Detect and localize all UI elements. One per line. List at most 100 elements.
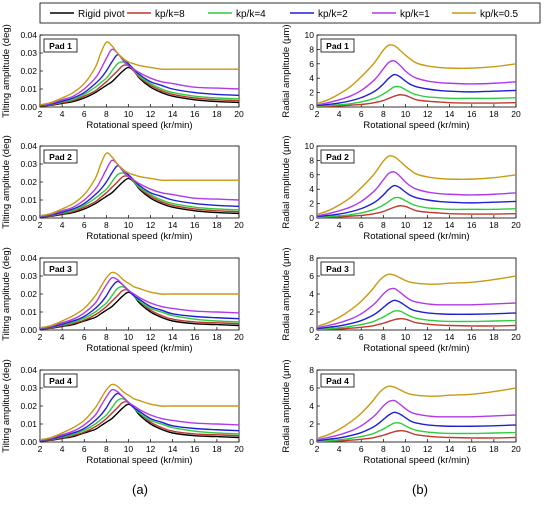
x-axis-label: Rotational speed (kr/min) — [86, 343, 192, 354]
x-tick-label: 16 — [467, 444, 477, 454]
y-tick-label: 0.00 — [20, 102, 37, 112]
y-tick-label: 8 — [309, 365, 314, 375]
x-tick-label: 6 — [359, 444, 364, 454]
series-line — [40, 401, 239, 442]
y-axis-label: Tilting amplitude (deg) — [1, 135, 12, 229]
legend-label: kp/k=4 — [236, 9, 266, 20]
series-line — [40, 64, 239, 107]
legend-label: kp/k=2 — [318, 9, 348, 20]
x-tick-label: 16 — [190, 444, 200, 454]
pad-tag: Pad 1 — [49, 41, 72, 51]
legend-label: Rigid pivot — [78, 9, 125, 20]
y-tick-label: 2 — [309, 419, 314, 429]
series-line — [40, 289, 239, 330]
y-tick-label: 10 — [305, 141, 315, 151]
y-tick-label: 10 — [305, 30, 315, 40]
series-line — [317, 422, 516, 442]
x-tick-label: 18 — [489, 444, 499, 454]
series-line — [40, 41, 239, 106]
x-tick-label: 20 — [234, 444, 244, 454]
pad-tag-box — [320, 149, 355, 164]
pad-tag-box — [320, 261, 355, 276]
x-tick-label: 4 — [337, 109, 342, 119]
pad-tag-box — [43, 261, 78, 276]
x-tick-label: 8 — [381, 444, 386, 454]
plot-frame — [316, 34, 517, 108]
pad-tag: Pad 2 — [326, 152, 349, 162]
legend-label: kp/k=1 — [400, 9, 430, 20]
x-tick-label: 2 — [315, 109, 320, 119]
y-tick-label: 0.03 — [20, 383, 37, 393]
x-tick-label: 10 — [401, 444, 411, 454]
series-group — [40, 152, 239, 218]
series-group — [317, 44, 516, 107]
series-line — [317, 399, 516, 441]
x-tick-label: 20 — [234, 332, 244, 342]
x-tick-label: 6 — [82, 332, 87, 342]
series-group — [317, 385, 516, 442]
y-tick-label: 2 — [309, 307, 314, 317]
y-axis-label: Radial amplitude (μm) — [281, 135, 292, 228]
x-tick-label: 18 — [489, 332, 499, 342]
x-tick-label: 20 — [511, 220, 521, 230]
series-line — [317, 299, 516, 330]
x-tick-label: 14 — [168, 109, 178, 119]
y-tick-label: 0.00 — [20, 437, 37, 447]
x-tick-label: 16 — [467, 332, 477, 342]
x-tick-label: 2 — [315, 220, 320, 230]
pad-tag-box — [43, 149, 78, 164]
pad-tag: Pad 1 — [326, 41, 349, 51]
y-tick-label: 0.02 — [20, 289, 37, 299]
x-tick-label: 2 — [38, 332, 43, 342]
y-axis-label: Radial amplitude (μm) — [281, 247, 292, 340]
x-tick-label: 4 — [60, 109, 65, 119]
series-line — [317, 44, 516, 105]
y-tick-label: 0.00 — [20, 325, 37, 335]
y-axis-label: Tilting amplitude (deg) — [1, 24, 12, 118]
pad-tag: Pad 3 — [326, 264, 349, 274]
x-axis-label: Rotational speed (kr/min) — [363, 120, 469, 131]
x-tick-label: 14 — [168, 444, 178, 454]
x-tick-label: 8 — [104, 109, 109, 119]
x-tick-label: 2 — [38, 109, 43, 119]
series-line — [40, 152, 239, 217]
x-tick-label: 16 — [190, 109, 200, 119]
series-line — [317, 85, 516, 107]
x-tick-label: 2 — [38, 444, 43, 454]
y-tick-label: 2 — [309, 88, 314, 98]
x-tick-label: 6 — [82, 444, 87, 454]
x-tick-label: 20 — [511, 109, 521, 119]
series-line — [317, 430, 516, 442]
y-tick-label: 0.04 — [20, 365, 37, 375]
y-tick-label: 2 — [309, 199, 314, 209]
x-tick-label: 8 — [381, 332, 386, 342]
pad-tag-box — [320, 38, 355, 53]
series-line — [40, 398, 239, 442]
series-group — [317, 155, 516, 218]
x-tick-label: 2 — [315, 444, 320, 454]
x-tick-label: 20 — [511, 332, 521, 342]
x-tick-label: 12 — [423, 444, 433, 454]
panel-a4: 2 4 6 8 10 12 14 16 18 20 0.00 0.01 0.02 0.03 0.04 Rota… — [1, 359, 244, 466]
x-tick-label: 18 — [212, 444, 222, 454]
series-line — [317, 155, 516, 216]
x-axis-label: Rotational speed (kr/min) — [86, 455, 192, 466]
series-line — [317, 73, 516, 107]
x-tick-label: 6 — [82, 220, 87, 230]
pad-tag-box — [320, 373, 355, 388]
x-tick-label: 12 — [423, 220, 433, 230]
y-tick-label: 0.04 — [20, 253, 37, 263]
y-tick-label: 6 — [309, 271, 314, 281]
x-tick-label: 4 — [337, 444, 342, 454]
y-tick-label: 8 — [309, 253, 314, 263]
legend: Rigid pivot kp/k=8 kp/k=4 kp/k=2 kp/k=1 kp/k=… — [39, 2, 541, 24]
plot-grid: 2 4 6 8 10 12 14 16 18 200.000.010.020.030.04Rota… — [1, 24, 521, 466]
series-line — [40, 61, 239, 107]
x-tick-label: 20 — [234, 220, 244, 230]
y-tick-label: 0.02 — [20, 66, 37, 76]
x-tick-label: 8 — [104, 220, 109, 230]
x-tick-label: 16 — [190, 220, 200, 230]
x-tick-label: 6 — [359, 332, 364, 342]
y-tick-label: 0.02 — [20, 401, 37, 411]
